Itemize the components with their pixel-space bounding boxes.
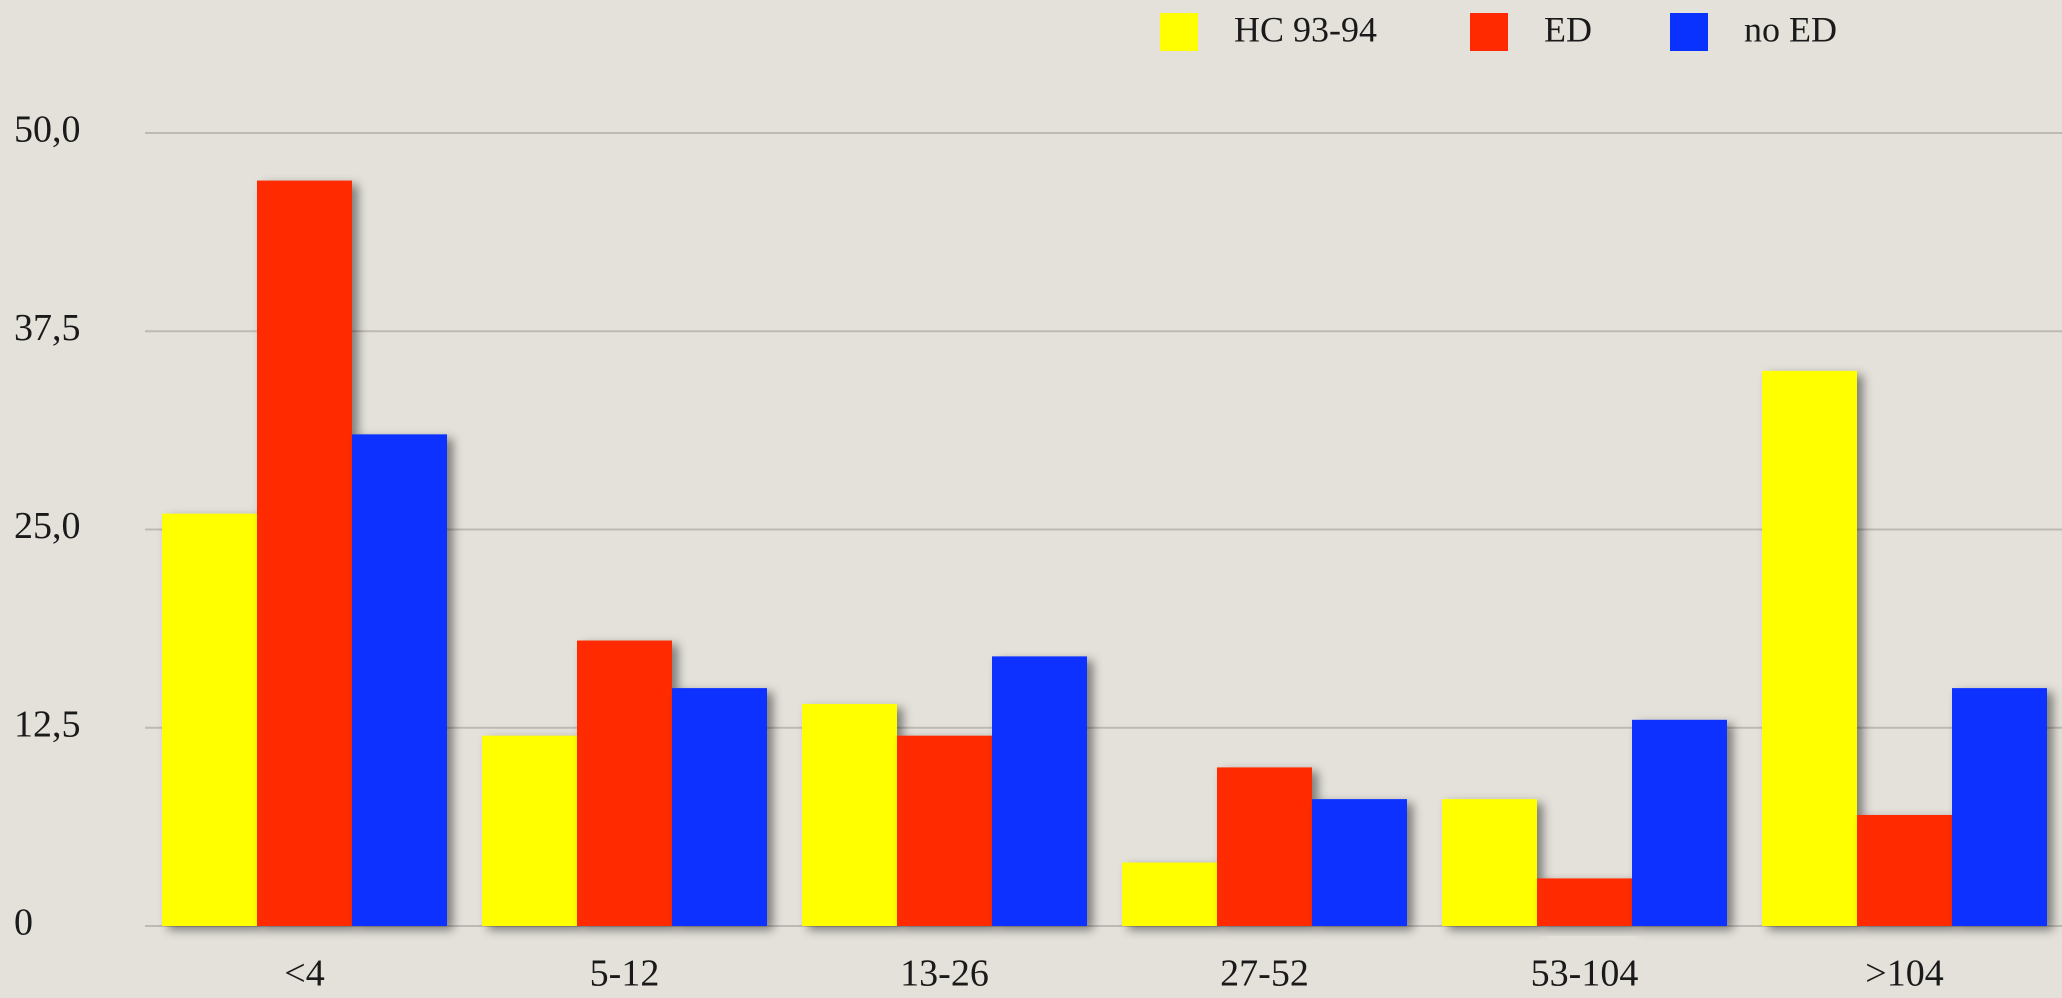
grid: 0 12,5 25,0 37,5 50,0 <box>14 109 2062 944</box>
bar <box>1442 799 1537 926</box>
x-tick-label: <4 <box>284 953 324 995</box>
bar <box>1952 688 2047 926</box>
x-tick-label: 13-26 <box>900 953 989 995</box>
legend-swatch <box>1160 13 1198 51</box>
legend-label: ED <box>1544 9 1592 49</box>
legend-swatch <box>1670 13 1708 51</box>
y-tick-label: 12,5 <box>14 703 81 745</box>
bar <box>482 735 577 926</box>
bar <box>992 656 1087 926</box>
legend-swatch <box>1470 13 1508 51</box>
bar <box>1762 370 1857 926</box>
bar <box>1217 767 1312 926</box>
bar <box>577 640 672 926</box>
y-tick-label: 50,0 <box>14 109 81 151</box>
legend: HC 93-94 ED no ED <box>1160 9 1837 51</box>
y-tick-label: 0 <box>14 902 33 944</box>
bar <box>1537 878 1632 926</box>
bar <box>352 434 447 926</box>
bar <box>672 688 767 926</box>
bar <box>897 735 992 926</box>
bar <box>257 180 352 926</box>
bar <box>1312 799 1407 926</box>
x-tick-label: 5-12 <box>590 953 660 995</box>
bar <box>802 703 897 926</box>
bar <box>1857 814 1952 926</box>
bar <box>1122 862 1217 926</box>
bar <box>162 513 257 926</box>
bar <box>1632 719 1727 926</box>
y-tick-label: 37,5 <box>14 307 81 349</box>
legend-label: no ED <box>1744 9 1837 49</box>
bars: <4 5-12 13-26 27-52 53-104 >104 <box>162 180 2047 995</box>
x-tick-label: 53-104 <box>1531 953 1639 995</box>
x-tick-label: >104 <box>1865 953 1943 995</box>
y-tick-label: 25,0 <box>14 505 81 547</box>
x-tick-label: 27-52 <box>1220 953 1309 995</box>
legend-label: HC 93-94 <box>1234 9 1377 49</box>
